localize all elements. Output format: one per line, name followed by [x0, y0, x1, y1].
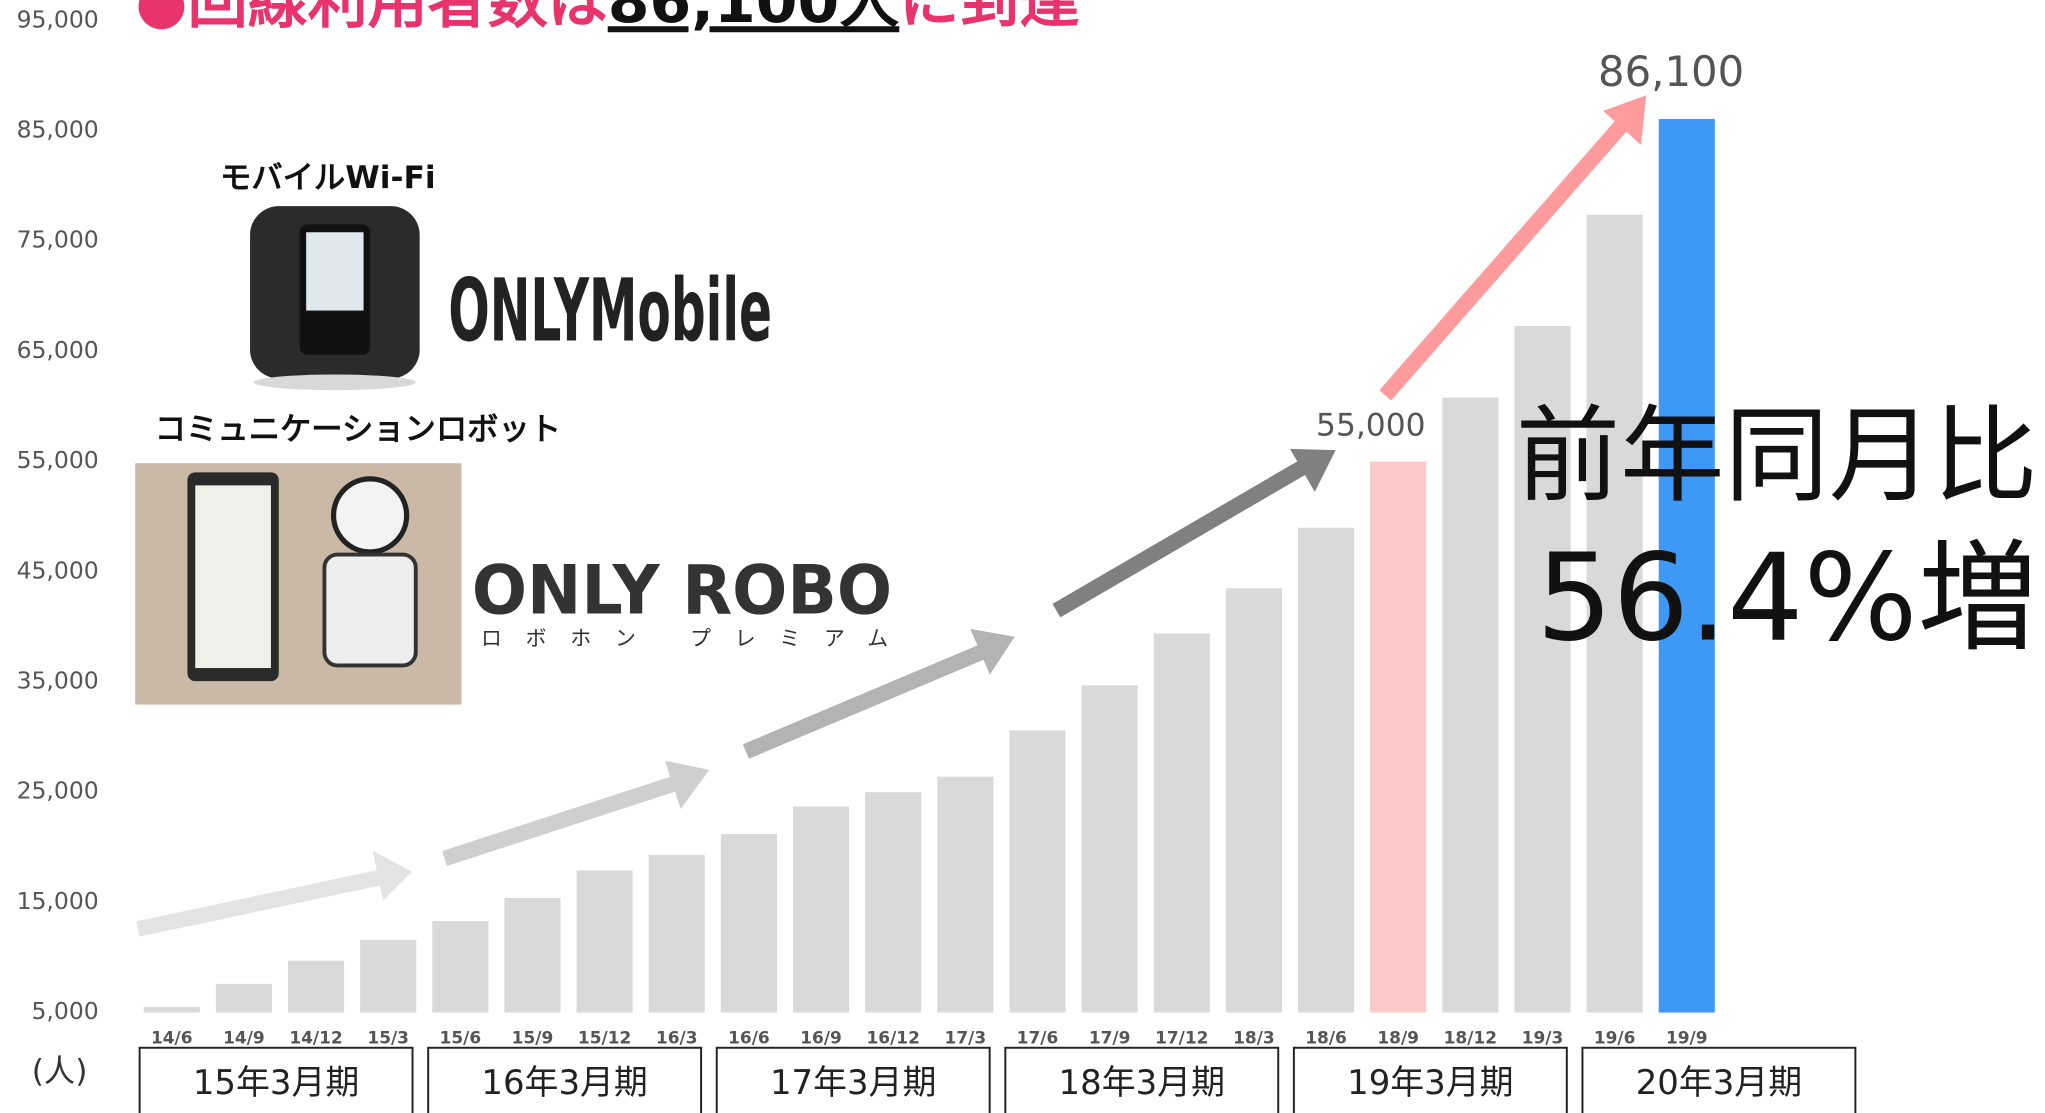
- x-tick-label: 14/6: [151, 1028, 193, 1048]
- x-tick-label: 15/3: [367, 1028, 409, 1048]
- period-label: 17年3月期: [770, 1063, 936, 1102]
- y-tick-label: 95,000: [17, 5, 99, 33]
- period-label: 15年3月期: [193, 1063, 359, 1102]
- y-tick-label: 75,000: [17, 226, 99, 254]
- x-tick-label: 18/3: [1233, 1028, 1275, 1048]
- period-label: 18年3月期: [1059, 1063, 1225, 1102]
- y-unit: (人): [32, 1054, 88, 1090]
- x-tick-label: 16/12: [866, 1028, 919, 1048]
- bar: [649, 855, 705, 1013]
- x-tick-label: 15/6: [440, 1028, 482, 1048]
- x-tick-label: 16/6: [728, 1028, 770, 1048]
- x-tick-label: 18/9: [1377, 1028, 1419, 1048]
- x-tick-label: 19/6: [1594, 1028, 1636, 1048]
- bar: [577, 870, 633, 1012]
- bar: [1298, 528, 1354, 1013]
- bar: [1226, 588, 1282, 1012]
- annotation: 前年同月比: [1516, 395, 2038, 517]
- bar: [1442, 398, 1498, 1013]
- bar: [1370, 462, 1426, 1013]
- x-tick-label: 17/9: [1089, 1028, 1131, 1048]
- bar: [937, 777, 993, 1013]
- bar: [1082, 685, 1138, 1012]
- chart: ●回線利用者数は86,100人に到達 (人) モバイルWi-Fi ONLYMob…: [0, 0, 2045, 1113]
- period-label: 20年3月期: [1636, 1063, 1802, 1102]
- bar: [504, 898, 560, 1013]
- product-images: [135, 206, 461, 704]
- bar: [1154, 633, 1210, 1012]
- y-tick-label: 45,000: [17, 556, 99, 584]
- x-tick-label: 18/6: [1305, 1028, 1347, 1048]
- x-tick-label: 17/6: [1017, 1028, 1059, 1048]
- bar: [216, 984, 272, 1013]
- y-tick-label: 35,000: [17, 666, 99, 694]
- x-tick-label: 16/3: [656, 1028, 698, 1048]
- bar: [288, 961, 344, 1013]
- period-label: 19年3月期: [1347, 1063, 1513, 1102]
- y-tick-label: 55,000: [17, 446, 99, 474]
- x-tick-label: 19/9: [1666, 1028, 1708, 1048]
- product-logo: ONLYMobile: [448, 262, 772, 362]
- value-label: 86,100: [1598, 47, 1744, 96]
- product-caption: コミュニケーションロボット: [155, 412, 561, 448]
- annotation: 56.4%増: [1536, 529, 2037, 668]
- bar: [721, 834, 777, 1012]
- y-tick-label: 65,000: [17, 336, 99, 364]
- bar: [865, 792, 921, 1012]
- y-tick-label: 15,000: [17, 887, 99, 915]
- chart-title: ●回線利用者数は86,100人に到達: [135, 0, 1079, 37]
- x-tick-label: 16/9: [800, 1028, 842, 1048]
- value-label: 55,000: [1316, 407, 1426, 443]
- title-part: ●回線利用者数は: [135, 0, 607, 37]
- x-tick-label: 18/12: [1444, 1028, 1497, 1048]
- x-tick-label: 14/12: [289, 1028, 342, 1048]
- x-tick-label: 17/12: [1155, 1028, 1208, 1048]
- title-part: に到達: [899, 0, 1079, 37]
- y-tick-label: 85,000: [17, 116, 99, 144]
- bar: [793, 806, 849, 1012]
- product-subtitle: ロボホン プレミアム: [481, 626, 888, 650]
- period-label: 16年3月期: [481, 1063, 647, 1102]
- product-caption: モバイルWi-Fi: [220, 160, 436, 196]
- y-tick-label: 5,000: [32, 997, 99, 1025]
- bar: [144, 1007, 200, 1013]
- x-tick-label: 15/12: [578, 1028, 631, 1048]
- x-tick-label: 15/9: [512, 1028, 554, 1048]
- bar: [1009, 730, 1065, 1012]
- y-tick-label: 25,000: [17, 777, 99, 805]
- bar: [432, 921, 488, 1012]
- title-part: 86,100人: [608, 0, 900, 37]
- x-tick-label: 19/3: [1522, 1028, 1564, 1048]
- x-tick-label: 17/3: [945, 1028, 987, 1048]
- x-tick-label: 14/9: [223, 1028, 265, 1048]
- product-logo: ONLY ROBO: [472, 551, 892, 630]
- bar: [360, 940, 416, 1013]
